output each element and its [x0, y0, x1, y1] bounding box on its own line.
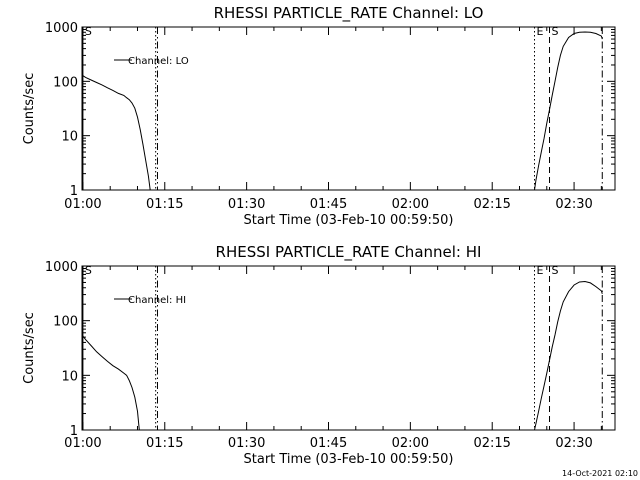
x-tick-label: 02:00	[392, 197, 429, 212]
x-tick-label: 01:30	[228, 436, 265, 451]
y-tick-label: 10	[61, 369, 78, 384]
x-tick-label: 02:30	[555, 197, 592, 212]
x-axis-label: Start Time (03-Feb-10 00:59:50)	[244, 213, 454, 228]
timestamp-footer: 14-Oct-2021 02:10	[562, 469, 638, 478]
x-tick-label: 01:15	[146, 197, 183, 212]
event-marker-label: E	[537, 264, 544, 277]
y-tick-label: 10	[61, 130, 78, 145]
event-marker-label: S	[85, 264, 92, 277]
series-line	[81, 334, 140, 431]
y-axis-label: Counts/sec	[22, 73, 37, 145]
series-line	[534, 31, 603, 191]
x-tick-label: 01:45	[310, 197, 347, 212]
x-tick-label: 02:00	[392, 436, 429, 451]
event-marker-label: E	[537, 25, 544, 38]
series-line	[534, 280, 603, 431]
event-marker-label: S	[552, 25, 559, 38]
plot-hi-channel: RHESSI PARTICLE_RATE Channel: HI 1 10 100 10…	[22, 243, 616, 467]
chart-title: RHESSI PARTICLE_RATE Channel: LO	[214, 4, 484, 23]
y-tick-label: 100	[53, 315, 78, 330]
plot-lo-channel: RHESSI PARTICLE_RATE Channel: LO 1 10 100 10…	[22, 4, 616, 228]
x-tick-label: 01:15	[146, 436, 183, 451]
event-marker-label: S	[85, 25, 92, 38]
series-line	[81, 74, 151, 191]
y-tick-label: 1	[70, 424, 78, 439]
x-tick-label: 02:30	[555, 436, 592, 451]
x-tick-label: 01:45	[310, 436, 347, 451]
x-axis-label: Start Time (03-Feb-10 00:59:50)	[244, 452, 454, 467]
event-marker-label: S	[552, 264, 559, 277]
x-tick-label: 01:00	[64, 436, 101, 451]
x-tick-label: 01:00	[64, 197, 101, 212]
x-tick-label: 02:15	[473, 197, 510, 212]
legend-label: Channel: LO	[128, 56, 189, 67]
y-tick-label: 1000	[45, 260, 78, 275]
plot-frame	[81, 26, 616, 191]
y-tick-label: 1000	[45, 21, 78, 36]
y-axis-label: Counts/sec	[22, 312, 37, 384]
x-tick-label: 01:30	[228, 197, 265, 212]
plot-frame	[81, 265, 616, 431]
y-tick-label: 1	[70, 184, 78, 199]
legend-label: Channel: HI	[128, 295, 186, 306]
chart-title: RHESSI PARTICLE_RATE Channel: HI	[216, 243, 482, 262]
y-tick-label: 100	[53, 75, 78, 90]
x-tick-label: 02:15	[473, 436, 510, 451]
